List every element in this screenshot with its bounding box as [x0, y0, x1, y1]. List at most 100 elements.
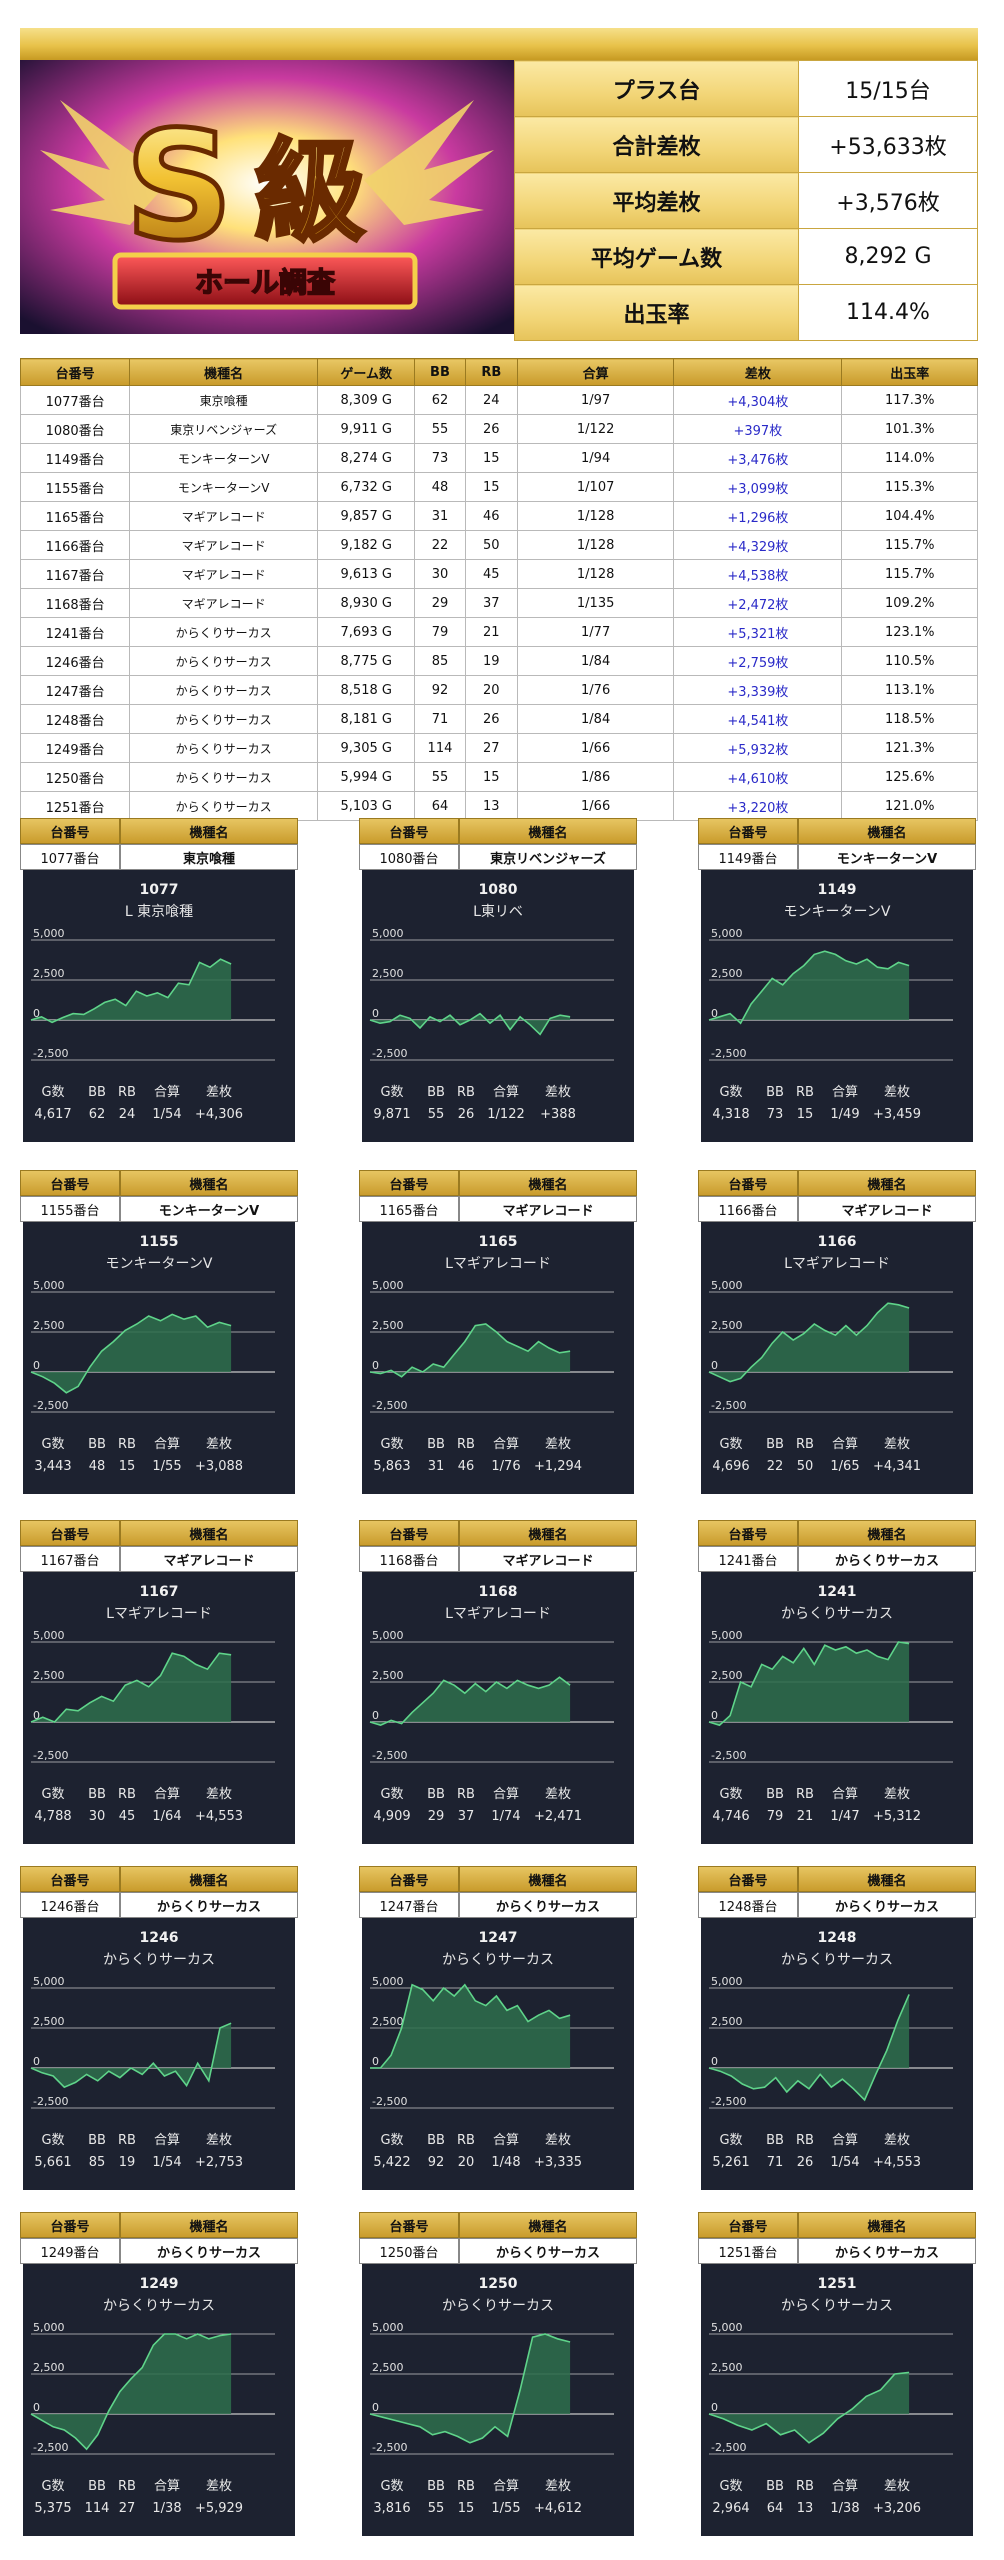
card-header-label: 機種名 — [120, 1170, 298, 1196]
stat-label: BB — [427, 1787, 445, 1802]
card-values: 1080番台 東京リベンジャーズ — [359, 844, 637, 870]
chart-subtitle: L 東京喰種 — [125, 904, 193, 920]
card-unit: 1250番台 — [359, 2238, 459, 2264]
wing-left — [40, 100, 170, 225]
banner-letter: S — [125, 100, 233, 274]
y-tick-label: 0 — [711, 2055, 718, 2068]
y-tick-label: 2,500 — [711, 1319, 743, 1332]
machine-chart-card: 台番号 機種名 1241番台 からくりサーカス 1241 からくりサーカス 5,000 2,5… — [698, 1520, 976, 1844]
machine-chart-card: 台番号 機種名 1149番台 モンキーターンV 1149 モンキーターンV 5,000 2,5… — [698, 818, 976, 1142]
stat-label: 合算 — [493, 1085, 519, 1100]
machine-chart-card: 台番号 機種名 1248番台 からくりサーカス 1248 からくりサーカス 5,000 2,5… — [698, 1866, 976, 2190]
chart-subtitle: からくりサーカス — [442, 2298, 554, 2314]
stat-label: 合算 — [154, 1437, 180, 1452]
table-cell: +5,321枚 — [673, 617, 843, 647]
table-cell: 20 — [464, 675, 519, 705]
stat-label: RB — [796, 1085, 814, 1100]
chart-number: 1155 — [140, 1234, 179, 1250]
card-values: 1249番台 からくりサーカス — [20, 2238, 298, 2264]
stat-value: 79 — [767, 1809, 784, 1824]
chart-panel: 1077 L 東京喰種 5,000 2,500 0 -2,500 G数 4,617 BB 62 RB… — [23, 870, 295, 1142]
stat-value: 1/49 — [830, 1107, 859, 1122]
chart-number: 1149 — [818, 882, 857, 898]
stat-label: BB — [766, 1437, 784, 1452]
y-tick-label: 5,000 — [33, 2321, 65, 2334]
card-values: 1077番台 東京喰種 — [20, 844, 298, 870]
table-cell: 1/135 — [517, 588, 675, 618]
stat-label: BB — [766, 1787, 784, 1802]
table-cell: 1/97 — [517, 385, 675, 415]
series-area — [709, 1303, 910, 1382]
card-model: マギアレコード — [459, 1196, 637, 1222]
table-cell: 114.0% — [841, 443, 978, 473]
series-area — [709, 951, 910, 1024]
y-tick-label: 5,000 — [33, 1629, 65, 1642]
table-cell: 121.3% — [841, 733, 978, 763]
machine-chart-card: 台番号 機種名 1168番台 マギアレコード 1168 Lマギアレコード 5,000 2,50… — [359, 1520, 637, 1844]
card-values: 1167番台 マギアレコード — [20, 1546, 298, 1572]
card-header-label: 機種名 — [459, 1520, 637, 1546]
card-header: 台番号 機種名 — [359, 1170, 637, 1196]
table-cell: 1/66 — [517, 733, 675, 763]
stat-value: 27 — [119, 2501, 136, 2516]
y-tick-label: 2,500 — [711, 1669, 743, 1682]
column-header: RB — [464, 358, 519, 386]
table-row: 1247番台 からくりサーカス 8,518 G 92 20 1/76 +3,339枚 113.… — [19, 675, 978, 705]
y-tick-label: 2,500 — [372, 1319, 404, 1332]
table-cell: 79 — [414, 617, 466, 647]
column-header: 機種名 — [129, 358, 319, 386]
stat-label: 合算 — [832, 2479, 858, 2494]
card-values: 1250番台 からくりサーカス — [359, 2238, 637, 2264]
card-header: 台番号 機種名 — [359, 1866, 637, 1892]
table-cell: 1155番台 — [19, 472, 131, 502]
stat-value: +4,306 — [195, 1107, 243, 1122]
table-cell: +4,329枚 — [673, 530, 843, 560]
table-cell: 1251番台 — [19, 791, 131, 821]
table-row: 1251番台 からくりサーカス 5,103 G 64 13 1/66 +3,220枚 121.… — [19, 791, 978, 821]
y-tick-label: 0 — [711, 1359, 718, 1372]
y-tick-label: 5,000 — [372, 1975, 404, 1988]
table-cell: 92 — [414, 675, 466, 705]
series-line — [369, 1676, 571, 1727]
summary-label: 合計差枚 — [514, 116, 799, 173]
machine-chart-card: 台番号 機種名 1249番台 からくりサーカス 1249 からくりサーカス 5,000 2,5… — [20, 2212, 298, 2536]
y-tick-label: 0 — [711, 1709, 718, 1722]
card-header-label: 機種名 — [459, 2212, 637, 2238]
card-header-label: 台番号 — [20, 1520, 120, 1546]
stat-value: 1/47 — [830, 1809, 859, 1824]
stat-value: 46 — [458, 1459, 475, 1474]
table-cell: 1249番台 — [19, 733, 131, 763]
chart-subtitle: からくりサーカス — [103, 2298, 215, 2314]
machine-chart-card: 台番号 機種名 1247番台 からくりサーカス 1247 からくりサーカス 5,000 2,5… — [359, 1866, 637, 2190]
stat-value: 20 — [458, 2155, 475, 2170]
stat-label: G数 — [41, 1437, 64, 1452]
table-row: 1241番台 からくりサーカス 7,693 G 79 21 1/77 +5,321枚 123.… — [19, 617, 978, 647]
stat-label: 差枚 — [206, 1437, 232, 1452]
table-cell: 85 — [414, 646, 466, 676]
table-cell: からくりサーカス — [129, 704, 319, 734]
stat-value: +3,088 — [195, 1459, 243, 1474]
stat-value: +4,612 — [534, 2501, 582, 2516]
summary-value: 8,292 G — [798, 228, 978, 285]
stat-value: 50 — [797, 1459, 814, 1474]
stat-value: 1/55 — [491, 2501, 520, 2516]
y-tick-label: -2,500 — [33, 1047, 68, 1060]
table-cell: 26 — [464, 704, 519, 734]
machine-chart-card: 台番号 機種名 1080番台 東京リベンジャーズ 1080 L東リベ 5,000 2,500 0… — [359, 818, 637, 1142]
table-cell: 55 — [414, 414, 466, 444]
table-cell: 6,732 G — [317, 472, 416, 502]
table-cell: 1/107 — [517, 472, 675, 502]
table-cell: マギアレコード — [129, 588, 319, 618]
series-area — [370, 1677, 571, 1726]
y-tick-label: -2,500 — [711, 1749, 746, 1762]
stat-label: 差枚 — [884, 1085, 910, 1100]
stat-value: +4,341 — [873, 1459, 921, 1474]
wing-right — [364, 100, 494, 225]
card-unit: 1251番台 — [698, 2238, 798, 2264]
stat-label: RB — [457, 2133, 475, 2148]
card-header-label: 台番号 — [698, 1866, 798, 1892]
table-cell: 8,930 G — [317, 588, 416, 618]
card-header-label: 台番号 — [698, 1170, 798, 1196]
stat-label: G数 — [41, 2479, 64, 2494]
y-tick-label: -2,500 — [33, 2095, 68, 2108]
